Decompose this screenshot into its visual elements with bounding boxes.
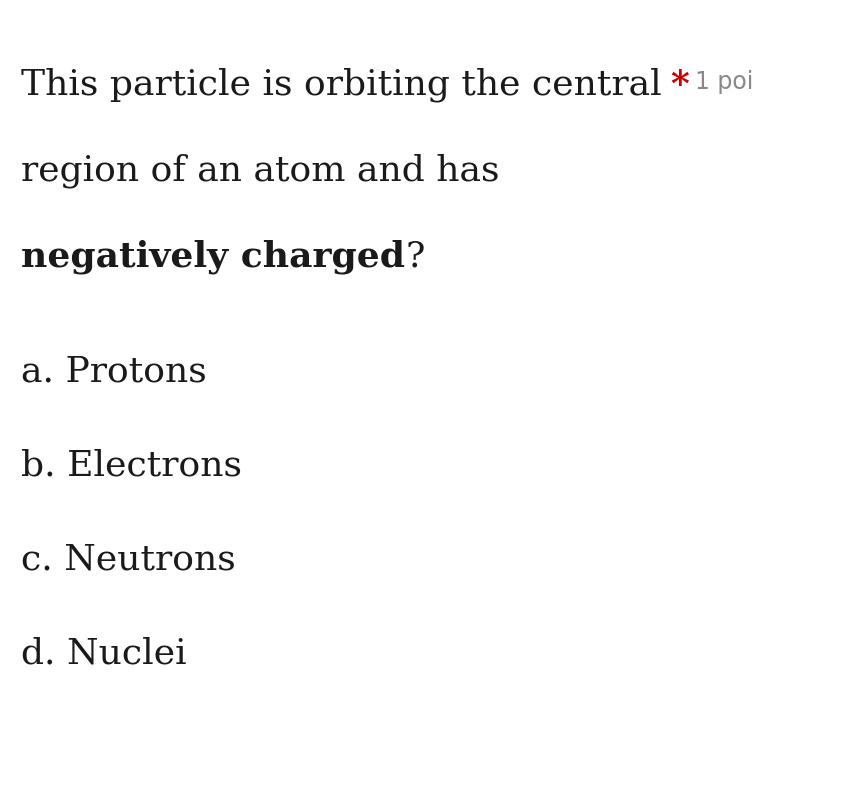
Text: region of an atom and has: region of an atom and has: [21, 153, 500, 188]
Text: d. Nuclei: d. Nuclei: [21, 636, 187, 670]
Text: a. Protons: a. Protons: [21, 355, 207, 389]
Text: ?: ?: [405, 239, 425, 273]
Text: c. Neutrons: c. Neutrons: [21, 542, 236, 576]
Text: negatively charged: negatively charged: [21, 239, 405, 273]
Text: 1 poi: 1 poi: [695, 70, 753, 94]
Text: b. Electrons: b. Electrons: [21, 448, 242, 483]
Text: This particle is orbiting the central: This particle is orbiting the central: [21, 68, 662, 102]
Text: *: *: [670, 68, 689, 102]
